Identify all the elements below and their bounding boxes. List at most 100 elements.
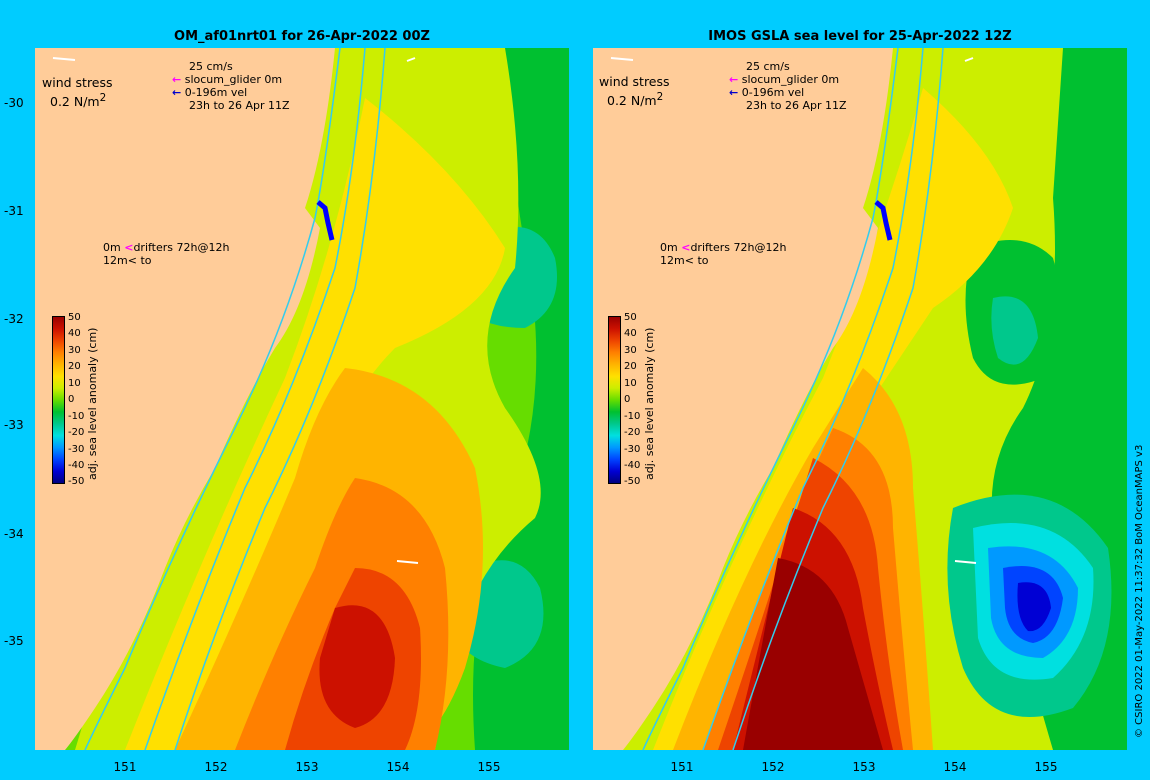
wind-arrow: [396, 560, 419, 564]
y-tick-label: -35: [4, 634, 24, 648]
wind-stress-scale: 0.2 N/m2: [607, 90, 663, 108]
wind-stress-scale-exp: 2: [99, 92, 107, 104]
cbar-tick: 50: [68, 312, 81, 323]
wind-arrow: [954, 560, 977, 564]
wind-stress-scale-value: 0.2 N/m: [50, 94, 100, 110]
drifters-depth-0m: 0m: [660, 241, 678, 254]
x-tick-label: 152: [204, 760, 228, 774]
drifters-to: to: [697, 254, 709, 267]
drifters-legend-2: 12m< to: [103, 254, 151, 267]
x-tick-label: 154: [386, 760, 410, 774]
wind-stress-label: wind stress: [42, 75, 113, 90]
drifters-to: to: [140, 254, 152, 267]
cbar-tick: -30: [68, 444, 85, 455]
y-tick-label: -32: [4, 312, 24, 326]
colorbar-right-title: adj. sea level anomaly (cm): [643, 327, 656, 480]
isobath-1000m: [702, 48, 924, 750]
wind-arrow: [964, 57, 974, 62]
cbar-tick: 30: [68, 345, 81, 356]
cbar-tick: -50: [624, 476, 641, 487]
wind-arrow: [406, 57, 416, 62]
land-australia: [593, 48, 893, 750]
legend-time: 23h to 26 Apr 11Z: [746, 99, 847, 112]
right-panel-title: IMOS GSLA sea level for 25-Apr-2022 12Z: [708, 29, 1012, 44]
legend-glider-label: slocum_glider 0m: [741, 73, 840, 86]
cbar-tick: -10: [68, 411, 85, 422]
cbar-tick: -50: [68, 476, 85, 487]
right-map-panel: [593, 48, 1127, 750]
right-map-svg: [593, 48, 1127, 750]
cbar-tick: 50: [624, 312, 637, 323]
cbar-tick: -40: [68, 460, 85, 471]
wind-legend-arrow: [610, 57, 634, 61]
drifters-legend-1: 0m <drifters 72h@12h: [103, 241, 229, 254]
glider-track: [316, 200, 335, 241]
isobath-200m: [84, 48, 341, 750]
cbar-tick: -30: [624, 444, 641, 455]
sla-contour-eddy-se-5: [1017, 582, 1051, 632]
blue-arrow-icon: ←: [729, 86, 739, 99]
isobath-2000m: [174, 48, 386, 750]
wind-legend-arrow: [52, 57, 76, 61]
legend-speed: 25 cm/s: [746, 60, 790, 73]
drifters-depth-12m: 12m: [660, 254, 685, 267]
glider-track: [874, 200, 893, 241]
y-tick-label: -31: [4, 204, 24, 218]
cbar-tick: 0: [624, 394, 631, 405]
colorbar-left: [52, 316, 65, 484]
y-tick-label: -33: [4, 418, 24, 432]
cbar-tick: 10: [68, 378, 81, 389]
legend-glider-label: slocum_glider 0m: [184, 73, 283, 86]
cbar-tick: 40: [68, 328, 81, 339]
sla-contour-eddy-ne-core: [991, 296, 1038, 365]
x-tick-label: 155: [477, 760, 501, 774]
legend-glider: ← slocum_glider 0m: [729, 73, 839, 86]
magenta-arrow-icon: ←: [729, 73, 739, 86]
x-tick-label: 153: [295, 760, 319, 774]
legend-time: 23h to 26 Apr 11Z: [189, 99, 290, 112]
magenta-arrow-icon: ←: [172, 73, 182, 86]
left-map-svg: [35, 48, 569, 750]
wind-stress-scale: 0.2 N/m2: [50, 91, 106, 109]
left-panel-title: OM_af01nrt01 for 26-Apr-2022 00Z: [174, 29, 430, 44]
legend-glider: ← slocum_glider 0m: [172, 73, 282, 86]
cbar-tick: 30: [624, 345, 637, 356]
black-arrow-icon: <: [127, 254, 137, 267]
colorbar-left-title: adj. sea level anomaly (cm): [86, 327, 99, 480]
drifters-label: drifters 72h@12h: [690, 241, 787, 254]
legend-vel: ← 0-196m vel: [729, 86, 804, 99]
cbar-tick: 40: [624, 328, 637, 339]
wind-stress-scale-exp: 2: [656, 91, 664, 103]
left-map-panel: [35, 48, 569, 750]
isobath-1000m: [144, 48, 366, 750]
drifters-depth-0m: 0m: [103, 241, 121, 254]
x-tick-label: 151: [670, 760, 694, 774]
cbar-tick: 0: [68, 394, 75, 405]
cbar-tick: 10: [624, 378, 637, 389]
x-tick-label: 152: [761, 760, 785, 774]
sla-contour-maroon: [743, 558, 883, 750]
isobath-2000m: [732, 48, 944, 750]
isobath-200m: [642, 48, 899, 750]
legend-vel: ← 0-196m vel: [172, 86, 247, 99]
black-arrow-icon: <: [684, 254, 694, 267]
x-tick-label: 154: [943, 760, 967, 774]
cbar-tick: -20: [68, 427, 85, 438]
drifters-depth-12m: 12m: [103, 254, 128, 267]
credit-text: © CSIRO 2022 01-May-2022 11:37:32 BoM Oc…: [1134, 444, 1145, 738]
sla-contour-darkred: [319, 605, 395, 728]
drifters-label: drifters 72h@12h: [133, 241, 230, 254]
wind-stress-label: wind stress: [599, 74, 670, 89]
drifters-legend-2: 12m< to: [660, 254, 708, 267]
y-tick-label: -34: [4, 527, 24, 541]
cbar-tick: -40: [624, 460, 641, 471]
x-tick-label: 155: [1034, 760, 1058, 774]
cbar-tick: -20: [624, 427, 641, 438]
blue-arrow-icon: ←: [172, 86, 182, 99]
cbar-tick: 20: [68, 361, 81, 372]
colorbar-right: [608, 316, 621, 484]
drifters-legend-1: 0m <drifters 72h@12h: [660, 241, 786, 254]
cbar-tick: 20: [624, 361, 637, 372]
land-australia: [35, 48, 335, 750]
wind-stress-scale-value: 0.2 N/m: [607, 93, 657, 109]
